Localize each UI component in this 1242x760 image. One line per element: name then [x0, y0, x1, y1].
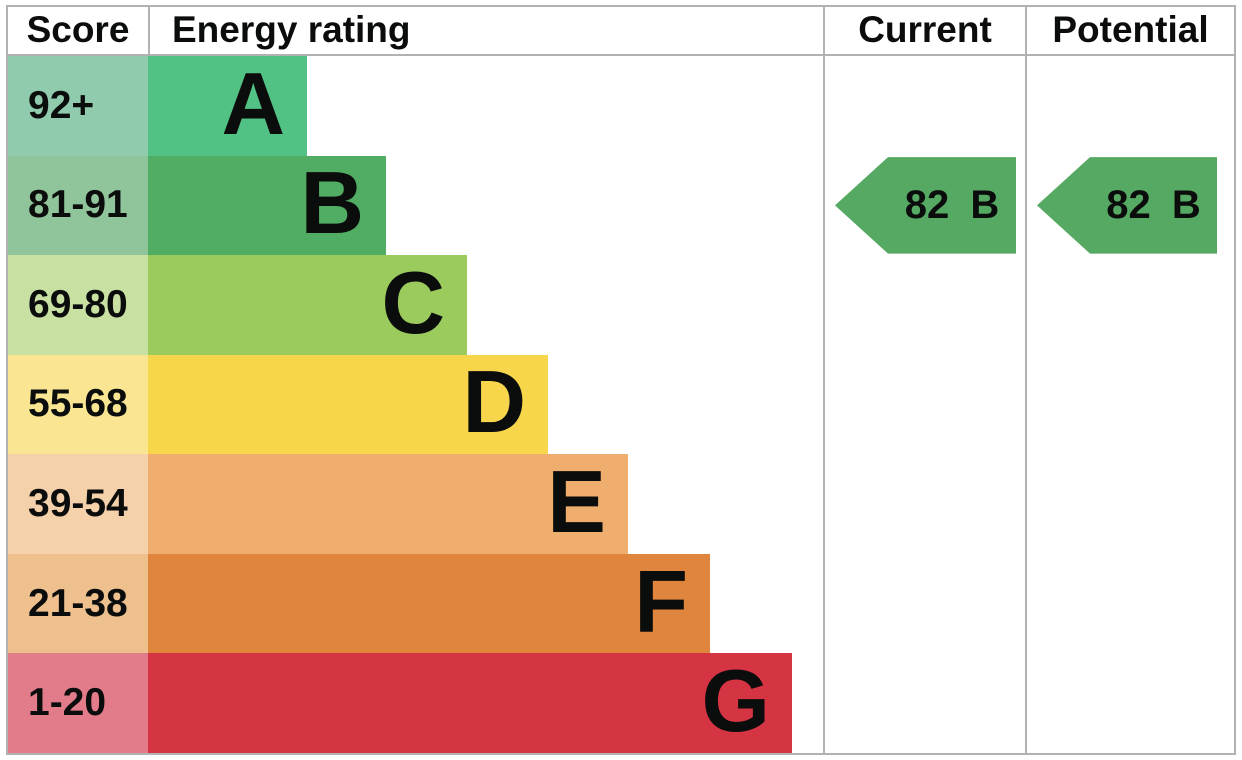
- divider-score-rating: [148, 7, 150, 54]
- score-range-g: 1-20: [8, 653, 148, 753]
- band-bar-b: B: [148, 153, 386, 256]
- score-range-e: 39-54: [8, 454, 148, 554]
- score-range-d: 55-68: [8, 354, 148, 455]
- band-bar-c: C: [148, 255, 467, 355]
- score-range-c: 69-80: [8, 255, 148, 355]
- band-bar-e: E: [148, 454, 628, 554]
- divider-potential-column: [1025, 7, 1027, 753]
- band-row-f: 21-38 F: [8, 551, 818, 654]
- band-letter-b: B: [300, 153, 364, 253]
- score-range-a: 92+: [8, 56, 148, 156]
- divider-header-bottom: [7, 54, 1235, 56]
- band-letter-g: G: [701, 651, 770, 751]
- band-letter-f: F: [634, 551, 688, 651]
- band-bar-f: F: [148, 551, 710, 654]
- band-bar-a: A: [148, 56, 307, 156]
- band-letter-a: A: [221, 53, 285, 153]
- band-row-e: 39-54 E: [8, 454, 818, 554]
- band-bar-d: D: [148, 352, 548, 455]
- band-row-c: 69-80 C: [8, 255, 818, 355]
- header-score: Score: [26, 9, 130, 50]
- score-range-f: 21-38: [8, 553, 148, 654]
- potential-rating-label: 82 B: [1106, 182, 1201, 227]
- divider-current-column: [823, 7, 825, 753]
- header-current: Current: [858, 9, 992, 50]
- band-letter-c: C: [381, 252, 445, 352]
- score-range-b: 81-91: [8, 155, 148, 256]
- header-energy-rating: Energy rating: [172, 9, 411, 50]
- band-row-b: 81-91 B: [8, 153, 818, 256]
- header-potential: Potential: [1052, 9, 1209, 50]
- current-rating-label: 82 B: [904, 182, 1000, 227]
- chart-outer-border: [6, 5, 1236, 755]
- band-letter-d: D: [462, 352, 526, 452]
- band-row-g: 1-20 G: [8, 653, 818, 753]
- band-row-a: 92+ A: [8, 56, 818, 156]
- band-row-d: 55-68 D: [8, 352, 818, 455]
- band-letter-e: E: [547, 452, 606, 552]
- band-bar-g: G: [148, 653, 792, 753]
